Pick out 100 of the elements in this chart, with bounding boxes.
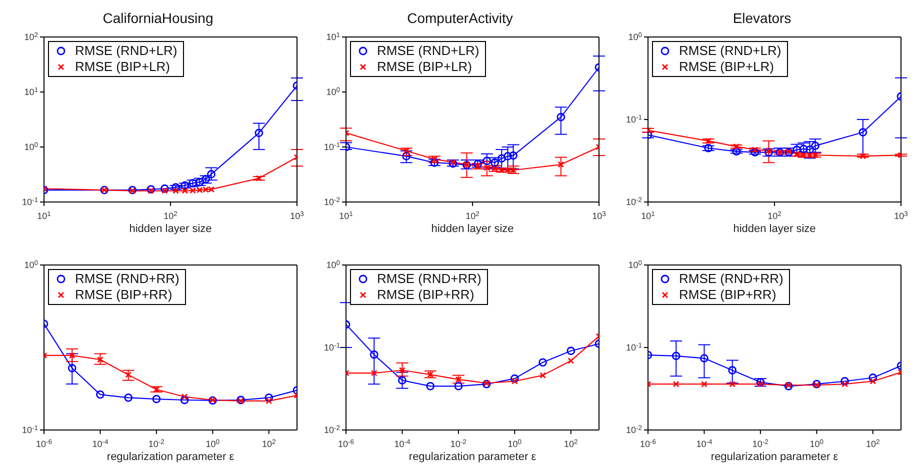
point	[538, 358, 547, 367]
point	[370, 350, 378, 359]
legend-label: RMSE (BIP+LR)	[679, 59, 774, 75]
point	[370, 370, 378, 376]
x-tick-label: 10$^{0}$	[206, 438, 220, 449]
x-tick-label: 10$^{1}$	[641, 210, 656, 221]
point	[568, 358, 574, 364]
legend-label: RMSE (RND+RR)	[377, 271, 482, 287]
point	[398, 376, 406, 385]
y-tick-label: 10$^{-1}$	[22, 424, 38, 435]
y-tick-label: 10$^{0}$	[24, 260, 38, 270]
point	[511, 378, 518, 384]
y-tick-label: 10$^{-1}$	[626, 342, 642, 352]
x-tick-label: 10$^{3}$	[290, 210, 304, 221]
point	[455, 376, 462, 383]
point	[124, 393, 133, 402]
legend-label: RMSE (RND+RR)	[679, 271, 784, 287]
legend-label: RMSE (BIP+RR)	[377, 287, 474, 303]
legend-label: RMSE (RND+LR)	[75, 43, 178, 59]
x-tick-label: 10$^{2}$	[466, 210, 480, 221]
legend-label: RMSE (BIP+RR)	[679, 287, 776, 303]
point	[842, 380, 848, 388]
x-tick-label: 10$^{1}$	[37, 210, 52, 221]
point	[757, 380, 764, 388]
point	[728, 366, 737, 374]
x-tick-label: 10$^{2}$	[164, 210, 178, 221]
x-tick-label: 10$^{-2}$	[148, 438, 165, 449]
point	[840, 377, 849, 386]
y-tick-label: 10$^{-2}$	[626, 424, 642, 435]
point	[97, 356, 104, 363]
x-axis-title: hidden layer size	[733, 223, 816, 235]
x-tick-label: 10$^{2}$	[768, 210, 782, 221]
x-axis-title: hidden layer size	[129, 223, 212, 235]
y-tick-label: 10$^{-2}$	[324, 424, 340, 435]
point	[264, 393, 274, 402]
y-tick-label: 10$^{0}$	[326, 260, 340, 270]
y-tick-label: 10$^{0}$	[24, 142, 38, 152]
x-tick-label: 10$^{-6}$	[338, 438, 354, 449]
chart-title: CaliforniaHousing	[102, 10, 214, 26]
point	[540, 372, 546, 379]
point	[399, 367, 406, 374]
point	[68, 364, 76, 372]
point	[729, 380, 736, 388]
x-tick-label: 10$^{2}$	[564, 438, 578, 449]
x-axis-title: regularization parameter ε	[710, 451, 838, 463]
y-tick-label: 10$^{2}$	[24, 32, 38, 42]
x-axis-title: regularization parameter ε	[408, 451, 536, 463]
legend-label: RMSE (BIP+LR)	[75, 59, 170, 75]
y-tick-label: 10$^{-1}$	[324, 142, 340, 152]
x-tick-label: 10$^{3}$	[592, 210, 606, 221]
y-tick-label: 10$^{-1}$	[324, 342, 340, 352]
point	[68, 352, 76, 359]
point	[180, 396, 189, 404]
point	[153, 386, 160, 393]
point	[266, 398, 272, 404]
x-tick-label: 10$^{0}$	[810, 438, 824, 449]
point	[672, 352, 680, 360]
chart-title: Elevators	[732, 10, 792, 26]
x-tick-label: 10$^{0}$	[508, 438, 522, 449]
chart-title: ComputerActivity	[407, 10, 513, 26]
x-tick-label: 10$^{-2}$	[752, 438, 769, 449]
point	[181, 394, 188, 400]
point	[426, 382, 435, 390]
x-tick-label: 10$^{-6}$	[640, 438, 656, 449]
point	[701, 380, 708, 388]
point	[510, 374, 519, 383]
point	[868, 374, 878, 382]
x-tick-label: 10$^{-2}$	[450, 438, 467, 449]
point	[700, 354, 708, 362]
point	[672, 380, 680, 388]
x-axis-title: hidden layer size	[431, 223, 514, 235]
y-tick-label: 10$^{-1}$	[22, 196, 38, 207]
legend-label: RMSE (RND+RR)	[75, 271, 180, 287]
y-tick-label: 10$^{1}$	[326, 32, 340, 42]
x-tick-label: 10$^{-4}$	[394, 438, 410, 449]
x-tick-label: 10$^{2}$	[866, 438, 880, 449]
x-tick-label: 10$^{1}$	[339, 210, 354, 221]
point	[454, 382, 463, 390]
x-tick-label: 10$^{-4}$	[92, 438, 108, 449]
y-tick-label: 10$^{-1}$	[626, 114, 642, 124]
legend-label: RMSE (RND+LR)	[377, 43, 480, 59]
y-tick-label: 10$^{0}$	[628, 260, 642, 270]
legend-label: RMSE (BIP+LR)	[377, 59, 472, 75]
point	[427, 371, 434, 378]
y-tick-label: 10$^{-2}$	[626, 196, 642, 207]
point	[566, 346, 576, 356]
point	[756, 378, 765, 386]
x-axis-title: regularization parameter ε	[106, 451, 234, 463]
y-tick-label: 10$^{1}$	[24, 86, 38, 97]
point	[96, 390, 104, 399]
x-tick-label: 10$^{-6}$	[36, 438, 52, 449]
point	[870, 378, 876, 384]
x-tick-label: 10$^{2}$	[262, 438, 276, 449]
x-tick-label: 10$^{-4}$	[696, 438, 712, 449]
point	[125, 372, 132, 378]
point	[152, 394, 161, 404]
legend-label: RMSE (BIP+RR)	[75, 287, 172, 303]
y-tick-label: 10$^{0}$	[326, 86, 340, 97]
x-tick-label: 10$^{3}$	[894, 210, 908, 221]
legend-label: RMSE (RND+LR)	[679, 43, 782, 59]
